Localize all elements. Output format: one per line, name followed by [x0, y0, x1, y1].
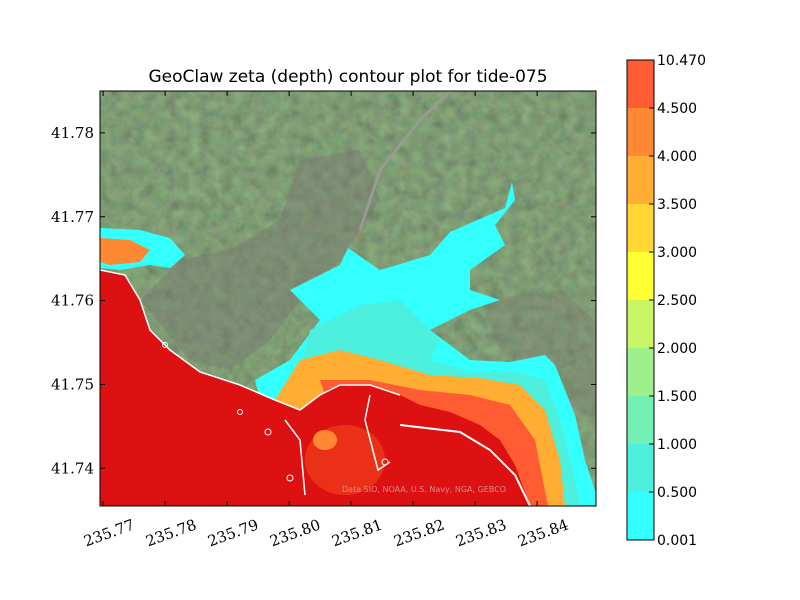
y-tick-label: 41.78 [51, 124, 94, 142]
colorbar-label: 2.500 [657, 293, 697, 309]
breakwater [399, 424, 531, 506]
plot-area: Data SIO, NOAA, U.S. Navy, NGA, GEBCO [100, 91, 596, 506]
colorbar-label: 1.500 [657, 389, 697, 405]
rock-islet [381, 458, 389, 466]
rock-islet [286, 474, 294, 482]
colorbar-segment [627, 60, 654, 108]
harbor-jetty [364, 394, 391, 472]
colorbar-segment [627, 108, 654, 156]
x-tick-label: 235.78 [143, 516, 198, 551]
y-tick-label: 41.75 [51, 375, 94, 393]
colorbar-segment [627, 492, 654, 540]
colorbar-label: 0.500 [657, 485, 697, 501]
colorbar-segment [627, 396, 654, 444]
highway-road [358, 91, 452, 231]
harbor-jetty-west [284, 419, 306, 496]
chart-title: GeoClaw zeta (depth) contour plot for ti… [148, 67, 547, 87]
x-tick-label: 235.81 [329, 516, 384, 551]
urban-area-east [480, 290, 595, 420]
y-tick-label: 41.76 [51, 292, 94, 310]
coastline [100, 269, 401, 411]
colorbar-segment [627, 444, 654, 492]
colorbar-label: 4.000 [657, 149, 697, 165]
colorbar-label: 2.000 [657, 341, 697, 357]
flood-west-bay-inner [100, 238, 150, 265]
colorbar-label: 10.470 [657, 53, 706, 69]
harbor-orange-zone [313, 430, 337, 450]
ocean [100, 270, 530, 506]
colorbar-label: 3.000 [657, 245, 697, 261]
colorbar-label: 1.000 [657, 437, 697, 453]
urban-area [140, 150, 380, 370]
rock-islet [162, 342, 168, 348]
colorbar-segment [627, 300, 654, 348]
x-tick-label: 235.80 [267, 516, 322, 551]
x-tick-label: 235.83 [453, 516, 508, 551]
y-tick-label: 41.74 [51, 459, 94, 477]
y-axis: 41.74 41.75 41.76 41.77 41.78 [51, 124, 596, 477]
x-tick-label: 235.77 [81, 516, 136, 551]
colorbar-label: 4.500 [657, 101, 697, 117]
colorbar-label: 0.001 [657, 533, 697, 549]
x-tick-label: 235.79 [205, 516, 260, 551]
colorbar-segment [627, 348, 654, 396]
rock-islet [264, 428, 272, 436]
x-tick-label: 235.82 [391, 516, 446, 551]
rock-islet [237, 409, 243, 415]
colorbar-segment [627, 204, 654, 252]
x-tick-label: 235.84 [515, 516, 570, 551]
colorbar-label: 3.500 [657, 197, 697, 213]
map-attribution: Data SIO, NOAA, U.S. Navy, NGA, GEBCO [342, 485, 506, 494]
plot-frame [99, 90, 597, 507]
y-tick-label: 41.77 [51, 208, 94, 226]
colorbar-segment [627, 156, 654, 204]
colorbar: 0.001 0.500 1.000 1.500 2.000 2.500 3.000 3.500… [626, 53, 706, 549]
colorbar-segment [627, 252, 654, 300]
